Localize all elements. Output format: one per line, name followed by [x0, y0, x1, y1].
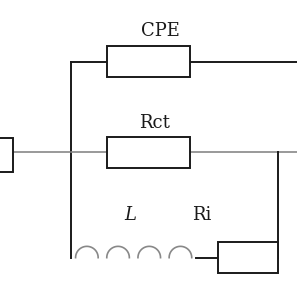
Bar — [107, 46, 190, 77]
Text: Rct: Rct — [139, 114, 170, 132]
Text: L: L — [125, 206, 137, 224]
Text: Ri: Ri — [192, 206, 212, 224]
Bar — [0, 138, 13, 172]
Text: CPE: CPE — [141, 22, 180, 40]
Bar — [218, 242, 278, 273]
Bar — [107, 137, 190, 168]
